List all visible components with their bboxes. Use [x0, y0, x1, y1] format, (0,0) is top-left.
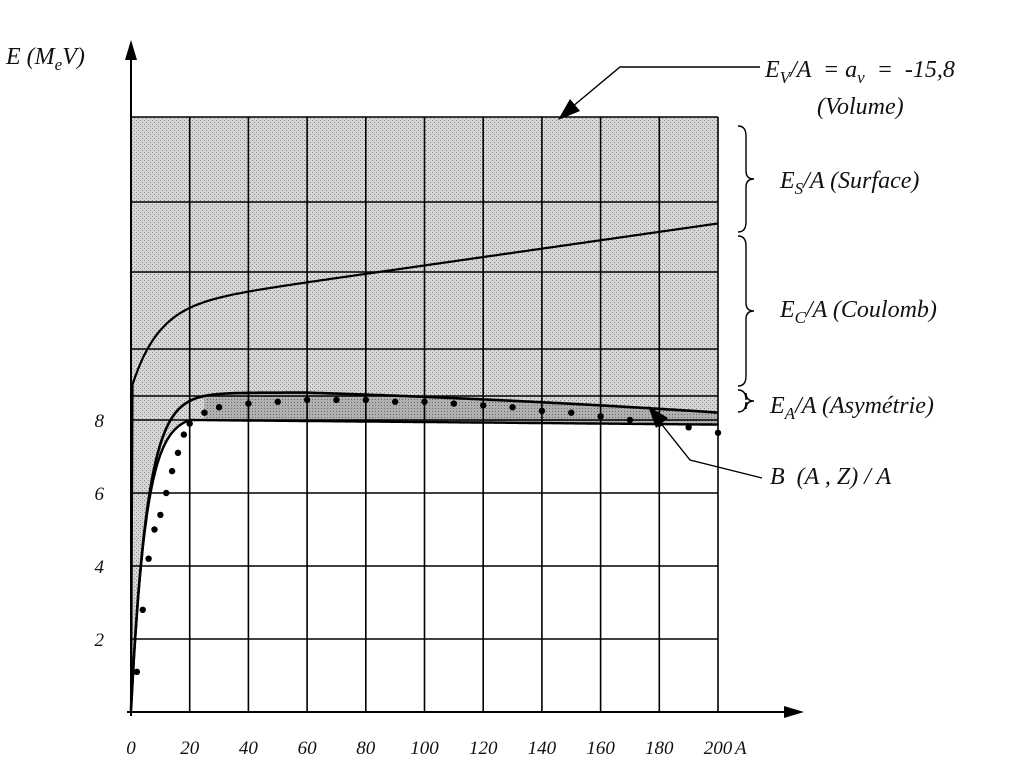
y-tick-label: 4 — [95, 557, 105, 578]
component-braces — [737, 125, 755, 413]
x-tick-label: 200 — [704, 738, 733, 759]
ann-volume-mid: /A = a — [788, 57, 857, 83]
y-tick-labels: 2 4 6 8 — [95, 411, 105, 651]
y-axis-arrowhead — [125, 40, 137, 60]
x-tick-label: 20 — [180, 738, 200, 759]
grid-lines — [131, 116, 719, 712]
data-point — [362, 396, 369, 404]
ann-volume-end: = -15,8 — [865, 57, 955, 83]
pointer-binding-arrowhead — [648, 406, 668, 428]
data-point — [145, 555, 152, 562]
ann-coulomb-sub: C — [795, 308, 807, 327]
data-point — [151, 526, 158, 533]
data-point — [303, 396, 311, 404]
x-tick-labels: 0 20 40 60 80 100 120 140 160 180 200 — [126, 738, 733, 759]
data-point — [538, 407, 546, 415]
x-tick-label: 80 — [356, 738, 376, 759]
x-axis-title: A — [733, 738, 747, 759]
annotation-volume-line1: EV/A = av = -15,8 — [764, 57, 955, 87]
ann-surface-E: E — [779, 168, 795, 194]
y-axis-title-post: V) — [62, 44, 85, 70]
pointer-binding-line — [654, 415, 763, 479]
data-point — [174, 449, 182, 457]
brace — [737, 389, 755, 413]
ann-asym-sub: A — [784, 404, 796, 423]
data-point — [333, 396, 340, 404]
data-point — [421, 398, 428, 405]
data-point — [714, 429, 722, 436]
data-point — [168, 467, 176, 475]
data-point — [139, 606, 146, 613]
y-tick-label: 6 — [95, 484, 105, 505]
data-point — [133, 668, 141, 676]
ann-volume-E: E — [764, 57, 780, 83]
ann-surface-sub: S — [795, 179, 804, 198]
data-point — [186, 420, 193, 427]
data-point — [626, 416, 634, 424]
annotation-pointers — [558, 66, 763, 479]
x-tick-label: 60 — [298, 738, 318, 759]
data-point — [597, 413, 604, 420]
data-point — [245, 400, 252, 407]
y-axis-title: E (MeV) — [5, 44, 85, 74]
data-point — [215, 404, 223, 411]
data-point — [480, 402, 487, 409]
data-point — [157, 511, 164, 519]
y-axis-title-sub: e — [55, 55, 63, 74]
data-point — [274, 398, 281, 405]
shaded-region-asymmetry — [204, 392, 718, 425]
ann-surface-text: /A (Surface) — [801, 168, 919, 194]
x-tick-label: 180 — [645, 738, 674, 759]
y-tick-label: 2 — [95, 630, 105, 651]
ann-asym-E: E — [769, 393, 785, 419]
annotation-coulomb: EC/A (Coulomb) — [779, 297, 937, 327]
curve-coulomb-boundary — [129, 391, 719, 711]
x-tick-label: 40 — [239, 738, 259, 759]
ann-volume-sub: V — [780, 68, 793, 87]
ann-volume-sub2: v — [857, 68, 865, 87]
curve-binding-energy — [129, 418, 718, 709]
x-tick-label: 120 — [469, 738, 498, 759]
annotation-volume-line2: (Volume) — [817, 94, 904, 120]
x-tick-label: 100 — [410, 738, 439, 759]
data-point — [163, 489, 170, 497]
annotation-asymetrie: EA/A (Asymétrie) — [769, 393, 934, 423]
binding-data-points — [133, 396, 722, 676]
ann-coulomb-E: E — [779, 297, 795, 323]
data-point — [568, 409, 575, 416]
y-axis-title-pre: E (M — [5, 44, 57, 70]
x-tick-label: 140 — [528, 738, 557, 759]
pointer-volume-arrowhead — [558, 99, 580, 120]
data-point — [180, 431, 188, 438]
curve-surface-boundary — [129, 222, 719, 713]
ann-asym-text: /A (Asymétrie) — [793, 393, 934, 419]
pointer-volume-line — [565, 66, 760, 113]
brace — [737, 125, 755, 233]
annotation-binding: B (A , Z) / A — [770, 464, 891, 490]
data-point — [509, 404, 516, 411]
data-point — [685, 424, 692, 431]
data-point — [391, 398, 399, 405]
annotation-surface: ES/A (Surface) — [779, 168, 919, 198]
brace — [737, 235, 755, 387]
y-tick-label: 8 — [95, 411, 105, 432]
x-tick-label: 0 — [126, 738, 136, 759]
x-tick-label: 160 — [586, 738, 615, 759]
x-axis-arrowhead — [784, 706, 804, 718]
ann-coulomb-text: /A (Coulomb) — [804, 297, 937, 323]
data-point — [450, 400, 458, 407]
data-point — [201, 409, 208, 416]
